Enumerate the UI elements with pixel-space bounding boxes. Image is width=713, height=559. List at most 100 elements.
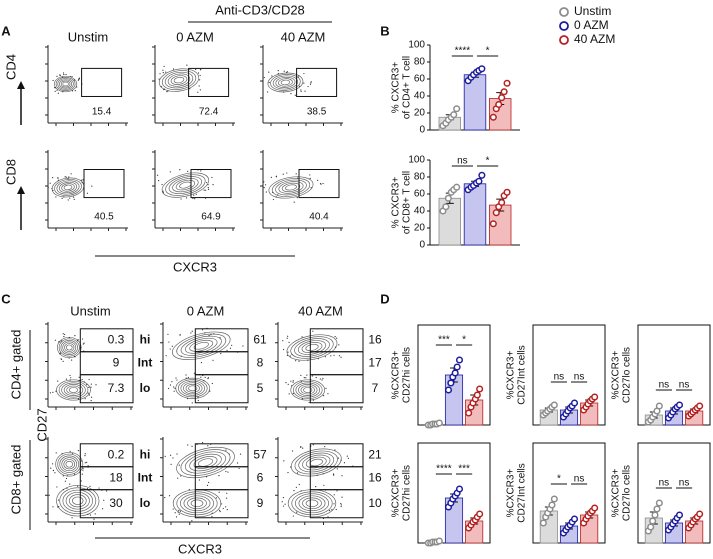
gate-value: 7	[372, 381, 379, 395]
gate-name: lo	[140, 496, 151, 510]
event-dot	[336, 468, 338, 470]
event-dot	[208, 334, 210, 337]
event-dot	[165, 71, 167, 73]
significance-label: ***	[458, 464, 470, 475]
event-dot	[62, 333, 64, 335]
event-dot	[328, 510, 331, 512]
y-tick-label: 100	[408, 40, 425, 51]
data-point	[453, 183, 461, 191]
event-dot	[203, 380, 205, 382]
event-dot	[212, 184, 214, 186]
contour	[302, 454, 331, 471]
event-dot	[200, 362, 203, 364]
gate-value: 0.2	[108, 447, 125, 461]
contour	[54, 178, 82, 196]
event-dot	[187, 170, 189, 172]
event-dot	[292, 380, 294, 382]
event-dot	[290, 466, 292, 468]
significance-label: *	[486, 46, 490, 57]
data-point	[591, 393, 599, 401]
contour	[65, 491, 90, 510]
event-dot	[173, 390, 175, 392]
data-point	[649, 517, 657, 525]
contour	[185, 383, 200, 393]
group-header: Anti-CD3/CD28	[215, 2, 305, 17]
event-dot	[64, 176, 66, 178]
gate-value: 40.4	[309, 212, 329, 223]
event-dot	[73, 79, 75, 81]
y-axis-label: %CXCR3+	[391, 351, 402, 400]
event-dot	[197, 91, 199, 93]
event-dot	[164, 455, 166, 457]
event-dot	[57, 179, 59, 181]
gate	[190, 169, 232, 199]
event-dot	[343, 462, 346, 464]
event-dot	[52, 79, 54, 82]
contour	[281, 182, 301, 193]
event-dot	[57, 92, 59, 94]
event-dot	[317, 358, 319, 360]
y-tick-label: 60	[414, 74, 426, 85]
contour	[290, 448, 342, 477]
contour	[270, 74, 301, 91]
event-dot	[286, 172, 288, 174]
event-dot	[78, 380, 80, 382]
y-tick-label: 100	[408, 155, 425, 166]
panel-letter: A	[1, 23, 11, 38]
event-dot	[218, 475, 220, 477]
event-dot	[268, 71, 270, 73]
y-tick-label: 20	[414, 223, 426, 234]
event-dot	[164, 497, 166, 499]
y-tick-label: 20	[414, 108, 426, 119]
gate-value: 17	[368, 355, 382, 369]
event-dot	[286, 337, 288, 339]
event-dot	[90, 383, 92, 385]
contour	[161, 70, 197, 91]
y-axis-label: %CXCR3+	[506, 351, 517, 400]
flow-plot	[152, 45, 235, 126]
event-dot	[162, 69, 164, 71]
event-dot	[226, 349, 228, 351]
event-dot	[327, 516, 329, 518]
event-dot	[76, 86, 78, 88]
gate-value: 40.5	[94, 212, 114, 223]
event-dot	[161, 183, 163, 186]
event-dot	[308, 401, 310, 404]
contour	[180, 335, 222, 356]
contour	[184, 451, 227, 474]
contour	[278, 78, 293, 87]
data-point	[453, 105, 461, 113]
contour	[59, 79, 73, 89]
y-axis-label: %CXCR3+	[611, 351, 622, 400]
data-point	[498, 198, 506, 207]
event-dot	[69, 374, 71, 377]
event-dot	[285, 382, 287, 384]
event-dot	[170, 463, 172, 465]
gate	[309, 489, 364, 519]
event-dot	[172, 68, 175, 70]
event-dot	[47, 187, 49, 189]
event-dot	[200, 376, 202, 378]
event-dot	[73, 355, 76, 357]
data-point	[570, 515, 579, 523]
event-dot	[303, 377, 305, 379]
event-dot	[291, 353, 293, 356]
event-dot	[327, 393, 329, 395]
event-dot	[227, 471, 229, 473]
data-point	[455, 485, 464, 493]
event-dot	[65, 73, 67, 76]
event-dot	[334, 346, 337, 348]
contour	[275, 179, 307, 196]
gate-value: 16	[368, 332, 382, 346]
event-dot	[263, 76, 265, 79]
event-dot	[78, 78, 80, 80]
contour	[56, 180, 80, 195]
event-dot	[162, 72, 164, 74]
flow-plot	[160, 322, 248, 410]
event-dot	[71, 90, 74, 92]
event-dot	[77, 450, 80, 452]
contour	[55, 77, 76, 91]
significance-label: *	[486, 156, 490, 167]
event-dot	[292, 381, 294, 383]
event-dot	[62, 488, 65, 491]
